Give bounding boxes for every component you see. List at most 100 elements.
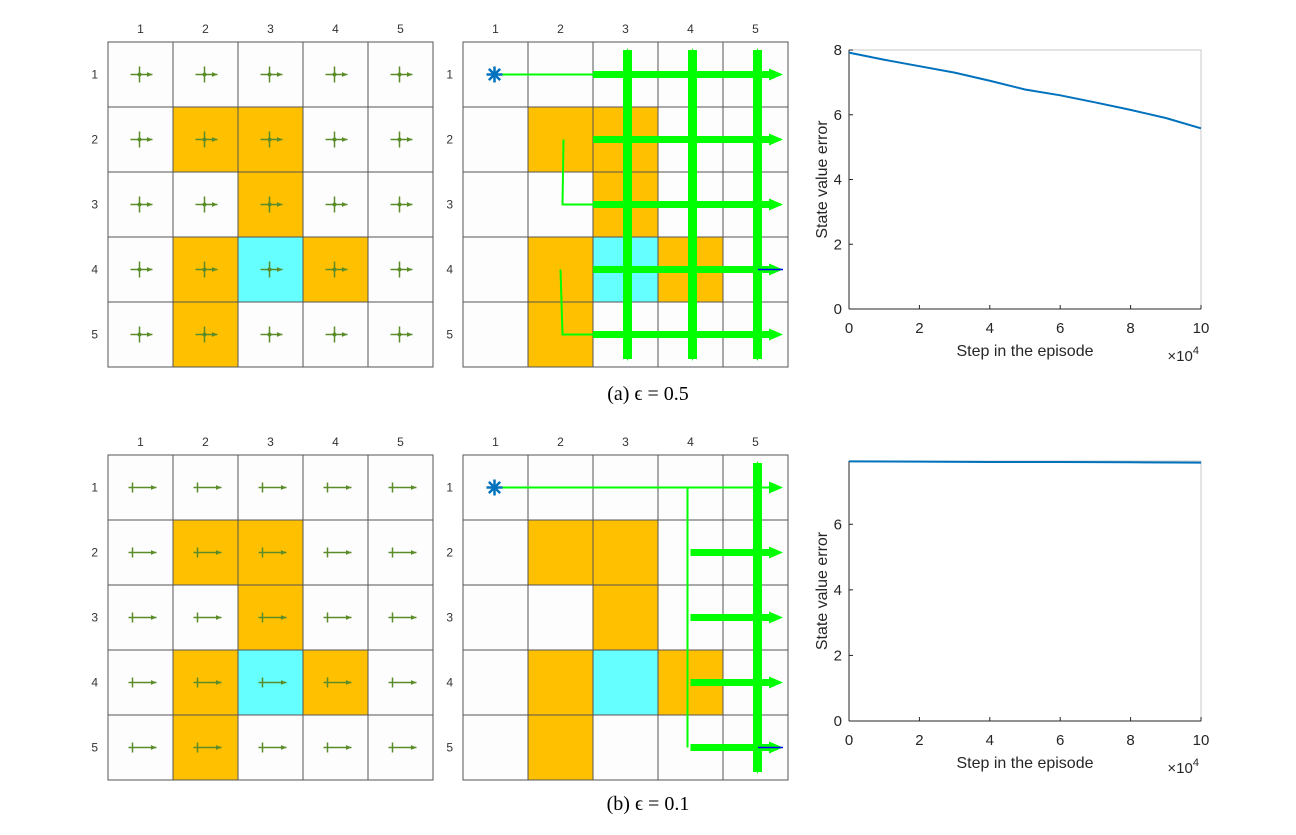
- stay-dot-icon: [332, 72, 337, 77]
- x-tick-label: 2: [915, 732, 923, 749]
- row-label: 5: [446, 328, 453, 342]
- arrow-right-icon-head: [150, 550, 157, 555]
- y-axis-label: State value error: [814, 120, 831, 239]
- arrow-right-icon-head: [410, 485, 417, 490]
- arrow-right-icon-head: [280, 485, 287, 490]
- row-label: 3: [91, 611, 98, 625]
- stay-dot-icon: [202, 137, 207, 142]
- x-tick-label: 6: [1056, 320, 1064, 337]
- x-axis-label: Step in the episode: [957, 755, 1094, 772]
- series-line: [848, 460, 1202, 464]
- grid-cell: [592, 714, 659, 781]
- arrow-right-icon-head: [215, 680, 222, 685]
- plot-area: [848, 49, 1202, 310]
- row-label: 4: [91, 263, 98, 277]
- y-tick-label: 2: [834, 236, 842, 253]
- arrow-right-icon-head: [280, 745, 287, 750]
- arrow-right-icon-head: [211, 202, 218, 207]
- x-tick-label: 4: [986, 732, 994, 749]
- x-tick-label: 8: [1126, 320, 1134, 337]
- trajectory-arrowhead: [769, 676, 783, 689]
- arrow-right-icon-head: [410, 745, 417, 750]
- arrow-right-icon-head: [406, 267, 413, 272]
- arrow-right-icon-head: [410, 680, 417, 685]
- arrow-right-icon-head: [150, 680, 157, 685]
- stay-dot-icon: [267, 202, 272, 207]
- row-label: 4: [91, 676, 98, 690]
- arrow-right-icon-head: [215, 745, 222, 750]
- start-marker-icon: [486, 479, 503, 496]
- row-label: 2: [446, 546, 453, 560]
- trajectory-detour: [559, 139, 626, 336]
- row-label: 1: [91, 68, 98, 82]
- trajectory-arrowhead: [769, 133, 783, 146]
- grid-cell: [462, 106, 529, 173]
- col-label: 1: [492, 435, 499, 449]
- row-label: 1: [446, 68, 453, 82]
- grid-cell: [462, 584, 529, 651]
- error-chart-b: 0 2 4 6 8 10 0 2 4 6 Step in the episode State valu…: [814, 460, 1210, 777]
- arrow-right-icon-head: [345, 745, 352, 750]
- col-label: 1: [137, 22, 144, 36]
- arrow-right-icon-head: [146, 267, 153, 272]
- error-chart-a: 0 2 4 6 8 10 0 2 4 6 8 Step in the episode State val…: [814, 42, 1209, 365]
- arrow-right-icon-head: [345, 615, 352, 620]
- x-multiplier-exponent: 4: [1193, 345, 1199, 357]
- y-tick-label: 4: [834, 172, 842, 189]
- arrow-right-icon-head: [345, 485, 352, 490]
- grid-cell: [527, 519, 594, 586]
- stay-dot-icon: [332, 332, 337, 337]
- trajectory-arrowhead: [769, 328, 783, 341]
- arrow-right-icon-head: [146, 72, 153, 77]
- policy-grid-0: 1 2 3 4 5 1 2 3 4 5: [91, 22, 434, 368]
- trajectory-arrowhead: [769, 198, 783, 211]
- arrow-right-icon-head: [276, 267, 283, 272]
- grid-cell: [527, 649, 594, 716]
- stay-dot-icon: [397, 267, 402, 272]
- arrow-right-icon-head: [341, 72, 348, 77]
- col-label: 5: [752, 435, 759, 449]
- grid-cell: [592, 649, 659, 716]
- start-marker-stroke: [487, 67, 502, 82]
- start-marker-stroke: [487, 480, 502, 495]
- arrow-right-icon-head: [146, 332, 153, 337]
- grid-cell: [462, 171, 529, 238]
- x-tick-label: 10: [1193, 732, 1210, 749]
- row-label: 3: [91, 198, 98, 212]
- row-label: 1: [446, 481, 453, 495]
- arrow-right-icon-head: [345, 550, 352, 555]
- stay-dot-icon: [267, 137, 272, 142]
- col-label: 3: [622, 435, 629, 449]
- col-label: 3: [622, 22, 629, 36]
- col-label: 2: [202, 435, 209, 449]
- grid-cell: [302, 584, 369, 651]
- arrow-right-icon-head: [215, 550, 222, 555]
- grid-cell: [367, 171, 434, 238]
- grid-cell: [462, 236, 529, 303]
- arrow-right-icon-head: [406, 332, 413, 337]
- arrow-right-icon-head: [276, 72, 283, 77]
- stay-dot-icon: [332, 202, 337, 207]
- arrow-right-icon-head: [150, 615, 157, 620]
- caption-a: (a) ϵ = 0.5: [607, 383, 689, 405]
- row-label: 1: [91, 481, 98, 495]
- arrow-right-icon-head: [276, 332, 283, 337]
- x-multiplier: ×104: [1167, 757, 1199, 777]
- caption-b: (b) ϵ = 0.1: [607, 793, 690, 815]
- arrow-right-icon-head: [410, 615, 417, 620]
- y-tick-label: 0: [834, 713, 842, 730]
- col-label: 3: [267, 435, 274, 449]
- stay-dot-icon: [267, 72, 272, 77]
- stay-dot-icon: [267, 332, 272, 337]
- grid-cell: [302, 454, 369, 521]
- stay-dot-icon: [137, 137, 142, 142]
- arrow-right-icon-head: [150, 485, 157, 490]
- arrow-right-icon-head: [146, 202, 153, 207]
- row-label: 2: [91, 546, 98, 560]
- arrow-right-icon-head: [211, 332, 218, 337]
- y-tick-label: 6: [834, 516, 842, 533]
- y-tick-label: 4: [834, 582, 842, 599]
- grid-cell: [462, 301, 529, 368]
- arrow-right-icon-head: [406, 137, 413, 142]
